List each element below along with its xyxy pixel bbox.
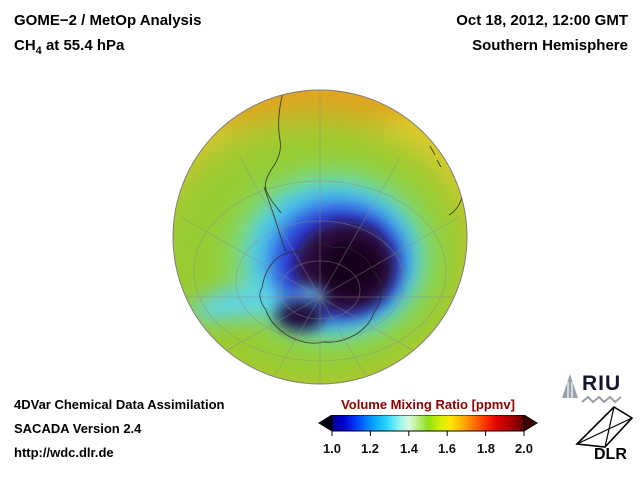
colorbar-over-arrow	[523, 415, 538, 432]
colorbar-ticks	[331, 431, 525, 436]
riu-logo-icon	[562, 374, 622, 404]
dlr-logo: DLR	[572, 402, 638, 470]
colorbar-tick-label: 2.0	[514, 441, 534, 456]
riu-logo-text: RIU	[582, 372, 622, 395]
footer-credits: 4DVar Chemical Data Assimilation SACADA …	[14, 397, 225, 469]
wdc-url: http://wdc.dlr.de	[14, 445, 114, 460]
pressure-level: at 55.4 hPa	[41, 37, 125, 54]
datetime-label: Oct 18, 2012, 12:00 GMT	[456, 12, 628, 29]
colorbar-tick-label: 1.6	[437, 441, 457, 456]
globe-outline	[172, 89, 468, 385]
colorbar-title: Volume Mixing Ratio [ppmv]	[341, 397, 515, 412]
analysis-title: GOME−2 / MetOp Analysis	[14, 12, 202, 29]
dlr-logo-text: DLR	[594, 446, 627, 463]
colorbar-under-arrow	[318, 415, 333, 432]
colorbar-gradient	[331, 415, 525, 432]
species-symbol: CH	[14, 37, 36, 54]
colorbar-tick-label: 1.4	[399, 441, 419, 456]
hemisphere-label: Southern Hemisphere	[472, 37, 628, 54]
colorbar-tick-label: 1.8	[476, 441, 496, 456]
ch4-field	[173, 90, 467, 384]
riu-logo: RIU	[558, 372, 636, 406]
version-label: SACADA Version 2.4	[14, 421, 142, 436]
header-right: Oct 18, 2012, 12:00 GMT Southern Hemisph…	[456, 12, 628, 54]
assimilation-label: 4DVar Chemical Data Assimilation	[14, 397, 225, 412]
dlr-logo-icon	[575, 405, 634, 448]
species-level-label: CH4 at 55.4 hPa	[14, 37, 201, 57]
colorbar	[318, 415, 538, 436]
colorbar-tick-label: 1.2	[360, 441, 380, 456]
header-left: GOME−2 / MetOp Analysis CH4 at 55.4 hPa	[14, 12, 201, 57]
colorbar-tick-label: 1.0	[322, 441, 342, 456]
species-subscript: 4	[35, 45, 42, 57]
